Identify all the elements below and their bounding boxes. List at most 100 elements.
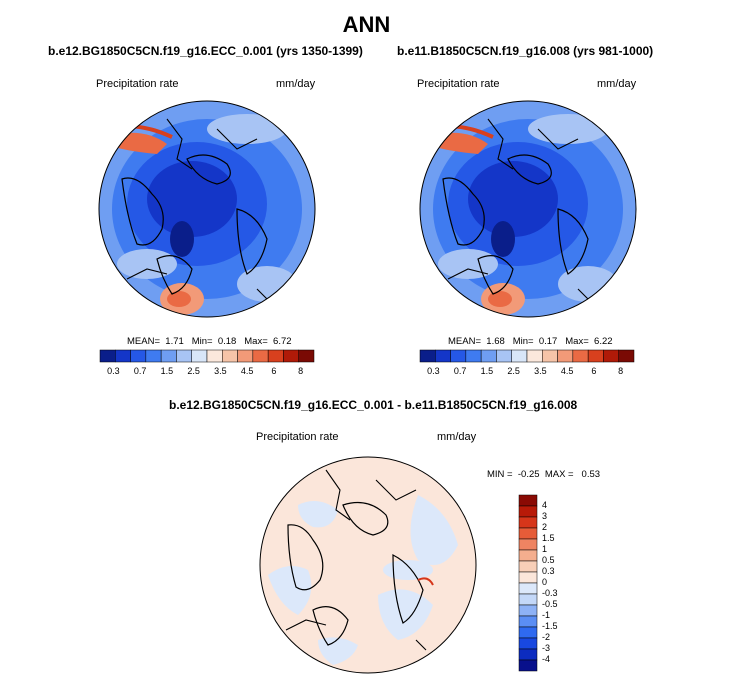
colorbar-tick-label: 3.5: [534, 366, 547, 376]
colorbar-swatch: [130, 349, 147, 363]
panel-3-min-label: MIN =: [487, 469, 513, 480]
colorbar-tick-label: 1.5: [542, 533, 555, 543]
colorbar-tick-label: -0.5: [542, 599, 558, 609]
panel-1-mean-label: MEAN=: [127, 336, 160, 347]
colorbar-swatch: [526, 349, 543, 363]
colorbar-swatch: [518, 505, 538, 518]
panel-2-units-label: mm/day: [597, 78, 637, 90]
panel-2-stats: MEAN= 1.68 Min= 0.17 Max= 6.22: [448, 336, 613, 347]
colorbar-tick-label: 0.3: [427, 366, 440, 376]
panel-1-polar-map: [98, 100, 316, 318]
colorbar-swatch: [160, 349, 177, 363]
colorbar-tick-label: 2.5: [507, 366, 520, 376]
colorbar-tick-label: -0.3: [542, 588, 558, 598]
colorbar-tick-label: 1.5: [480, 366, 494, 376]
colorbar-swatch: [518, 571, 538, 584]
panel-1-colorbar-ticks: 0.3 0.7 1.5 2.5 3.5 4.5 6 8: [100, 366, 314, 378]
panel-2-title: b.e11.B1850C5CN.f19_g16.008 (yrs 981-100…: [397, 44, 654, 58]
colorbar-swatch: [572, 349, 589, 363]
colorbar-tick-label: 8: [618, 366, 624, 376]
panel-2-colorbar-ticks: 0.3 0.7 1.5 2.5 3.5 4.5 6 8: [420, 366, 634, 378]
panel-2-min-label: Min=: [512, 336, 534, 347]
panel-1-variable-label: Precipitation rate: [96, 78, 179, 90]
colorbar-tick-label: 0.7: [453, 366, 467, 376]
colorbar-tick-label: 6: [271, 366, 277, 376]
colorbar-swatch: [587, 349, 604, 363]
colorbar-swatch: [496, 349, 512, 363]
panel-2-polar-map: [419, 100, 637, 318]
colorbar-tick-label: 3: [542, 511, 548, 521]
panel-3-title: b.e12.BG1850C5CN.f19_g16.ECC_0.001 - b.e…: [169, 398, 578, 412]
colorbar-tick-label: 6: [591, 366, 597, 376]
panel-3-stats: MIN = -0.25 MAX = 0.53: [487, 469, 600, 480]
colorbar-swatch: [518, 626, 538, 639]
colorbar-swatch: [518, 549, 538, 562]
panel-2-min-value: 0.17: [538, 336, 558, 347]
colorbar-swatch: [145, 349, 162, 363]
figure-title: ANN: [342, 12, 391, 37]
colorbar-tick-label: 2: [542, 522, 548, 532]
colorbar-swatch: [176, 349, 192, 363]
panel-3-max-label: MAX =: [544, 469, 574, 480]
colorbar-swatch: [222, 349, 238, 363]
colorbar-tick-label: 0.3: [107, 366, 120, 376]
panel-3-min-value: -0.25: [517, 469, 540, 480]
colorbar-tick-label: 1.5: [160, 366, 174, 376]
colorbar-tick-label: 4.5: [560, 366, 574, 376]
colorbar-tick-label: 8: [298, 366, 304, 376]
colorbar-swatch: [542, 349, 558, 363]
panel-1-mean-value: 1.71: [165, 336, 184, 347]
panel-1-units-label: mm/day: [276, 78, 316, 90]
colorbar-swatch: [191, 349, 208, 363]
panel-2-mean-label: MEAN=: [448, 336, 481, 347]
colorbar-tick-label: 0.3: [542, 566, 555, 576]
colorbar-swatch: [518, 615, 538, 628]
panel-2-colorbar: [419, 349, 635, 363]
colorbar-tick-label: -3: [542, 643, 551, 653]
colorbar-swatch: [435, 349, 451, 363]
colorbar-tick-label: -1.5: [542, 621, 558, 631]
panel-1-min-label: Min=: [191, 336, 213, 347]
panel-3-max-value: 0.53: [581, 469, 601, 480]
colorbar-swatch: [518, 604, 538, 617]
colorbar-swatch: [518, 637, 538, 650]
panel-1-colorbar: [99, 349, 315, 363]
colorbar-swatch: [557, 349, 574, 363]
colorbar-swatch: [267, 349, 284, 363]
panel-2-mean-value: 1.68: [486, 336, 505, 347]
colorbar-swatch: [518, 516, 538, 529]
colorbar-tick-label: 3.5: [214, 366, 227, 376]
colorbar-swatch: [518, 494, 538, 507]
colorbar-tick-label: 0.7: [133, 366, 147, 376]
colorbar-swatch: [206, 349, 223, 363]
colorbar-swatch: [518, 648, 538, 661]
colorbar-swatch: [511, 349, 528, 363]
panel-1-stats: MEAN= 1.71 Min= 0.18 Max= 6.72: [127, 336, 292, 347]
colorbar-tick-label: 1: [542, 544, 548, 554]
panel-3-variable-label: Precipitation rate: [256, 431, 339, 443]
colorbar-swatch: [603, 349, 619, 363]
colorbar-swatch: [237, 349, 254, 363]
colorbar-tick-label: 4: [542, 500, 548, 510]
colorbar-swatch: [450, 349, 467, 363]
panel-2-max-label: Max=: [565, 336, 589, 347]
colorbar-swatch: [283, 349, 299, 363]
colorbar-swatch: [465, 349, 482, 363]
panel-1-max-label: Max=: [244, 336, 268, 347]
colorbar-tick-label: 2.5: [187, 366, 200, 376]
colorbar-swatch: [518, 593, 538, 606]
colorbar-swatch: [419, 349, 436, 363]
panel-2-variable-label: Precipitation rate: [417, 78, 500, 90]
colorbar-swatch: [518, 527, 538, 540]
colorbar-swatch: [480, 349, 497, 363]
panel-1-title: b.e12.BG1850C5CN.f19_g16.ECC_0.001 (yrs …: [48, 44, 363, 58]
colorbar-tick-label: -1: [542, 610, 551, 620]
colorbar-tick-label: 0: [542, 577, 548, 587]
panel-3-polar-map: [259, 456, 477, 674]
colorbar-swatch: [518, 538, 538, 551]
panel-1-max-value: 6.72: [273, 336, 292, 347]
colorbar-swatch: [618, 349, 635, 363]
colorbar-tick-label: 4.5: [240, 366, 254, 376]
panel-2-max-value: 6.22: [594, 336, 613, 347]
panel-3-colorbar-ticks: 4 3 2 1.5 1 0.5 0.3 0 -0.3 -0.5 -1 -1.5 -2 -3 -4: [542, 495, 572, 671]
